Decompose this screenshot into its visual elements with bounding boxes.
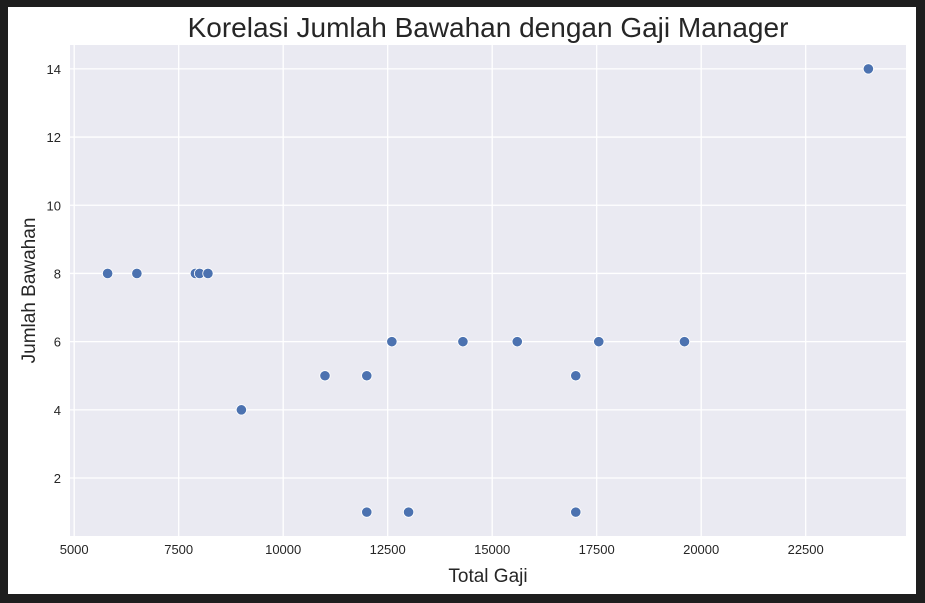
x-tick-label: 22500: [788, 542, 824, 557]
data-point: [862, 63, 874, 75]
y-tick-label: 8: [54, 266, 61, 281]
data-point: [678, 336, 691, 348]
plot-area: [70, 45, 906, 536]
x-tick-label: 20000: [683, 542, 719, 557]
chart-figure: 5000 7500 10000 12500 15000 17500 20000 22500 2…: [8, 7, 916, 594]
data-point: [570, 370, 582, 382]
x-tick-label: 12500: [370, 542, 406, 557]
y-tick-label: 4: [54, 403, 61, 418]
data-point: [361, 370, 373, 382]
data-point: [202, 267, 214, 280]
chart-title: Korelasi Jumlah Bawahan dengan Gaji Mana…: [188, 12, 789, 43]
x-tick-label: 15000: [474, 542, 510, 557]
data-points: [102, 63, 874, 518]
data-point: [102, 267, 114, 280]
y-tick-label: 2: [54, 471, 61, 486]
y-tick-label: 12: [47, 130, 61, 145]
y-tick-labels: 2 4 6 8 10 12 14: [47, 62, 61, 486]
x-axis-label: Total Gaji: [448, 566, 527, 587]
data-point: [402, 506, 415, 518]
data-point: [511, 336, 523, 348]
data-point: [457, 336, 469, 348]
y-axis-label: Jumlah Bawahan: [19, 218, 40, 364]
data-point: [131, 267, 143, 280]
y-tick-label: 14: [47, 62, 61, 77]
x-tick-label: 10000: [265, 542, 301, 557]
data-point: [593, 336, 605, 348]
data-point: [235, 404, 247, 416]
x-tick-labels: 5000 7500 10000 12500 15000 17500 20000 22500: [60, 542, 824, 557]
y-tick-label: 6: [54, 335, 61, 350]
data-point: [361, 506, 373, 518]
data-point: [570, 506, 582, 518]
x-tick-label: 7500: [164, 542, 193, 557]
scatter-chart: 5000 7500 10000 12500 15000 17500 20000 22500 2…: [19, 12, 906, 587]
x-tick-label: 17500: [579, 542, 615, 557]
data-point: [386, 336, 398, 348]
x-tick-label: 5000: [60, 542, 89, 557]
data-point: [319, 370, 331, 382]
y-tick-label: 10: [47, 198, 61, 213]
